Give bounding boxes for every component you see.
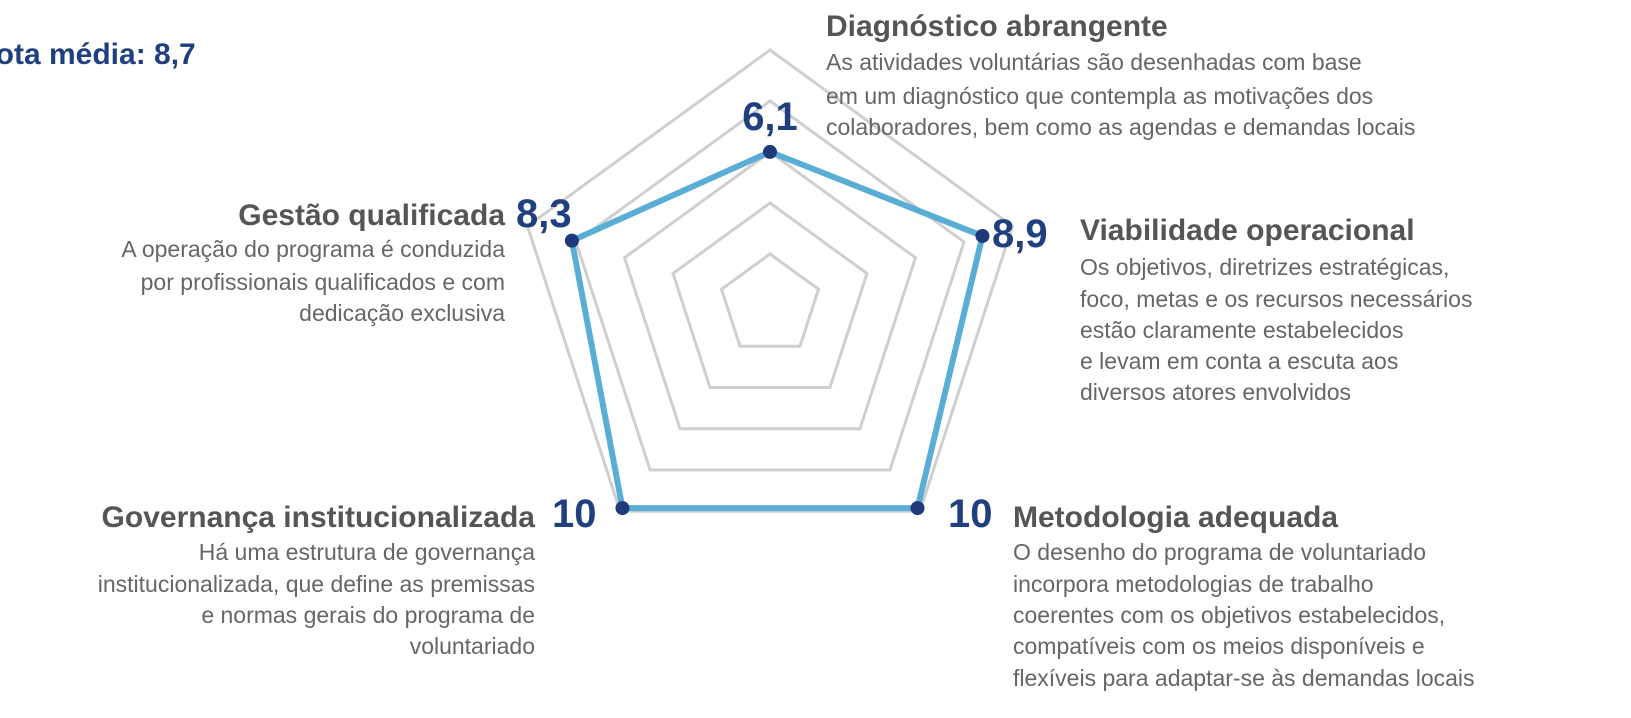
value-label: 6,1 bbox=[742, 95, 798, 139]
grid-ring bbox=[671, 201, 869, 390]
axis-description: flexíveis para adaptar-se às demandas lo… bbox=[1013, 665, 1475, 691]
axis-label: Governança institucionalizada bbox=[102, 501, 536, 534]
data-point bbox=[975, 228, 990, 243]
axis-description: As atividades voluntárias são desenhadas… bbox=[826, 49, 1362, 75]
grid-ring bbox=[719, 252, 821, 348]
axis-description: e normas gerais do programa de bbox=[201, 602, 535, 628]
axis-label: Viabilidade operacional bbox=[1080, 214, 1415, 247]
data-point bbox=[564, 233, 579, 248]
axis-description: coerentes com os objetivos estabelecidos… bbox=[1013, 602, 1445, 628]
value-label: 10 bbox=[552, 492, 597, 536]
data-point bbox=[615, 501, 630, 516]
value-label: 10 bbox=[948, 492, 993, 536]
grid-ring bbox=[622, 150, 918, 431]
grid-ring bbox=[525, 48, 1015, 513]
value-label: 8,3 bbox=[516, 192, 572, 236]
axis-description: por profissionais qualificados e com bbox=[141, 269, 505, 295]
data-point bbox=[763, 144, 777, 159]
axis-description: compatíveis com os meios disponíveis e bbox=[1013, 633, 1425, 659]
radar-line bbox=[568, 148, 986, 512]
axis-description: colaboradores, bem como as agendas e dem… bbox=[826, 114, 1415, 140]
axis-description: voluntariado bbox=[410, 633, 535, 659]
axis-description: Há uma estrutura de governança bbox=[199, 539, 535, 565]
axis-label: Diagnóstico abrangente bbox=[826, 10, 1168, 43]
axis-description: estão claramente estabelecidos bbox=[1080, 317, 1403, 343]
axis-description: incorpora metodologias de trabalho bbox=[1013, 571, 1374, 597]
axis-label: Metodologia adequada bbox=[1013, 501, 1338, 534]
chart-title: Nota média: 8,7 bbox=[0, 38, 196, 71]
value-label: 8,9 bbox=[992, 212, 1048, 256]
data-point bbox=[910, 501, 925, 516]
axis-description: institucionalizada, que define as premis… bbox=[98, 571, 535, 597]
axis-description: diversos atores envolvidos bbox=[1080, 379, 1351, 405]
axis-description: Os objetivos, diretrizes estratégicas, bbox=[1080, 254, 1449, 280]
axis-description: O desenho do programa de voluntariado bbox=[1013, 539, 1426, 565]
axis-description: foco, metas e os recursos necessários bbox=[1080, 286, 1472, 312]
axis-description: em um diagnóstico que contempla as motiv… bbox=[826, 83, 1373, 109]
axis-description: e levam em conta a escuta aos bbox=[1080, 348, 1398, 374]
axis-label: Gestão qualificada bbox=[238, 199, 505, 232]
axis-description: dedicação exclusiva bbox=[299, 300, 505, 326]
axis-description: A operação do programa é conduzida bbox=[121, 236, 505, 262]
